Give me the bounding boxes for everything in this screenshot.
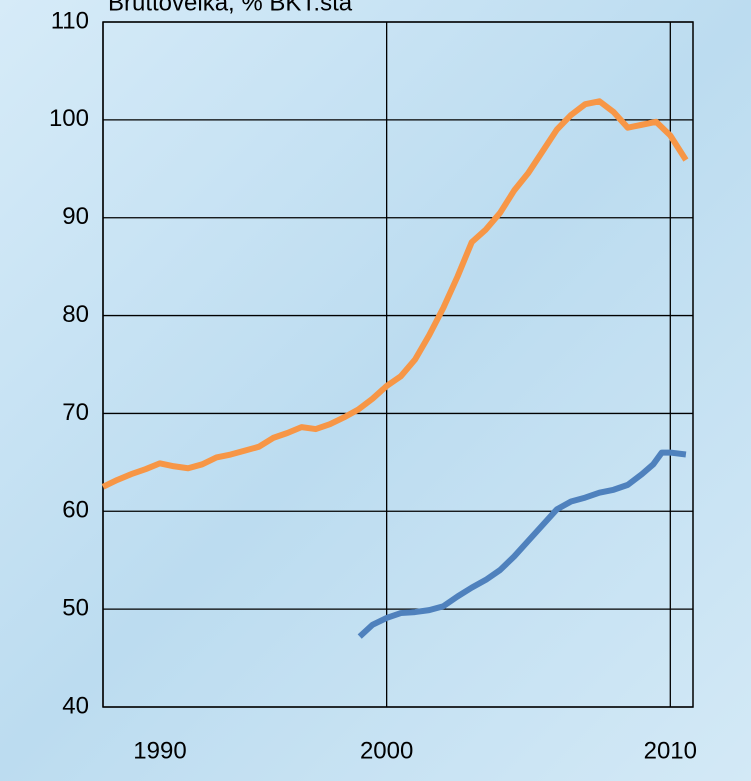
x-tick-label: 1990 (133, 737, 186, 764)
x-tick-label: 2010 (644, 737, 697, 764)
line-series (101, 98, 689, 490)
plot-frame (102, 21, 694, 708)
chart-title: Bruttovelka, % BKT:stä (108, 0, 353, 16)
y-tick-label: 80 (62, 301, 89, 328)
y-tick-label: 110 (51, 7, 89, 34)
y-tick-label: 60 (62, 497, 89, 524)
y-tick-label: 100 (49, 105, 89, 132)
y-tick-label: 70 (62, 399, 89, 426)
line-series (357, 449, 687, 639)
y-tick-label: 50 (62, 594, 89, 621)
y-tick-label: 40 (62, 692, 89, 719)
y-tick-label: 90 (62, 203, 89, 230)
x-tick-label: 2000 (360, 737, 413, 764)
